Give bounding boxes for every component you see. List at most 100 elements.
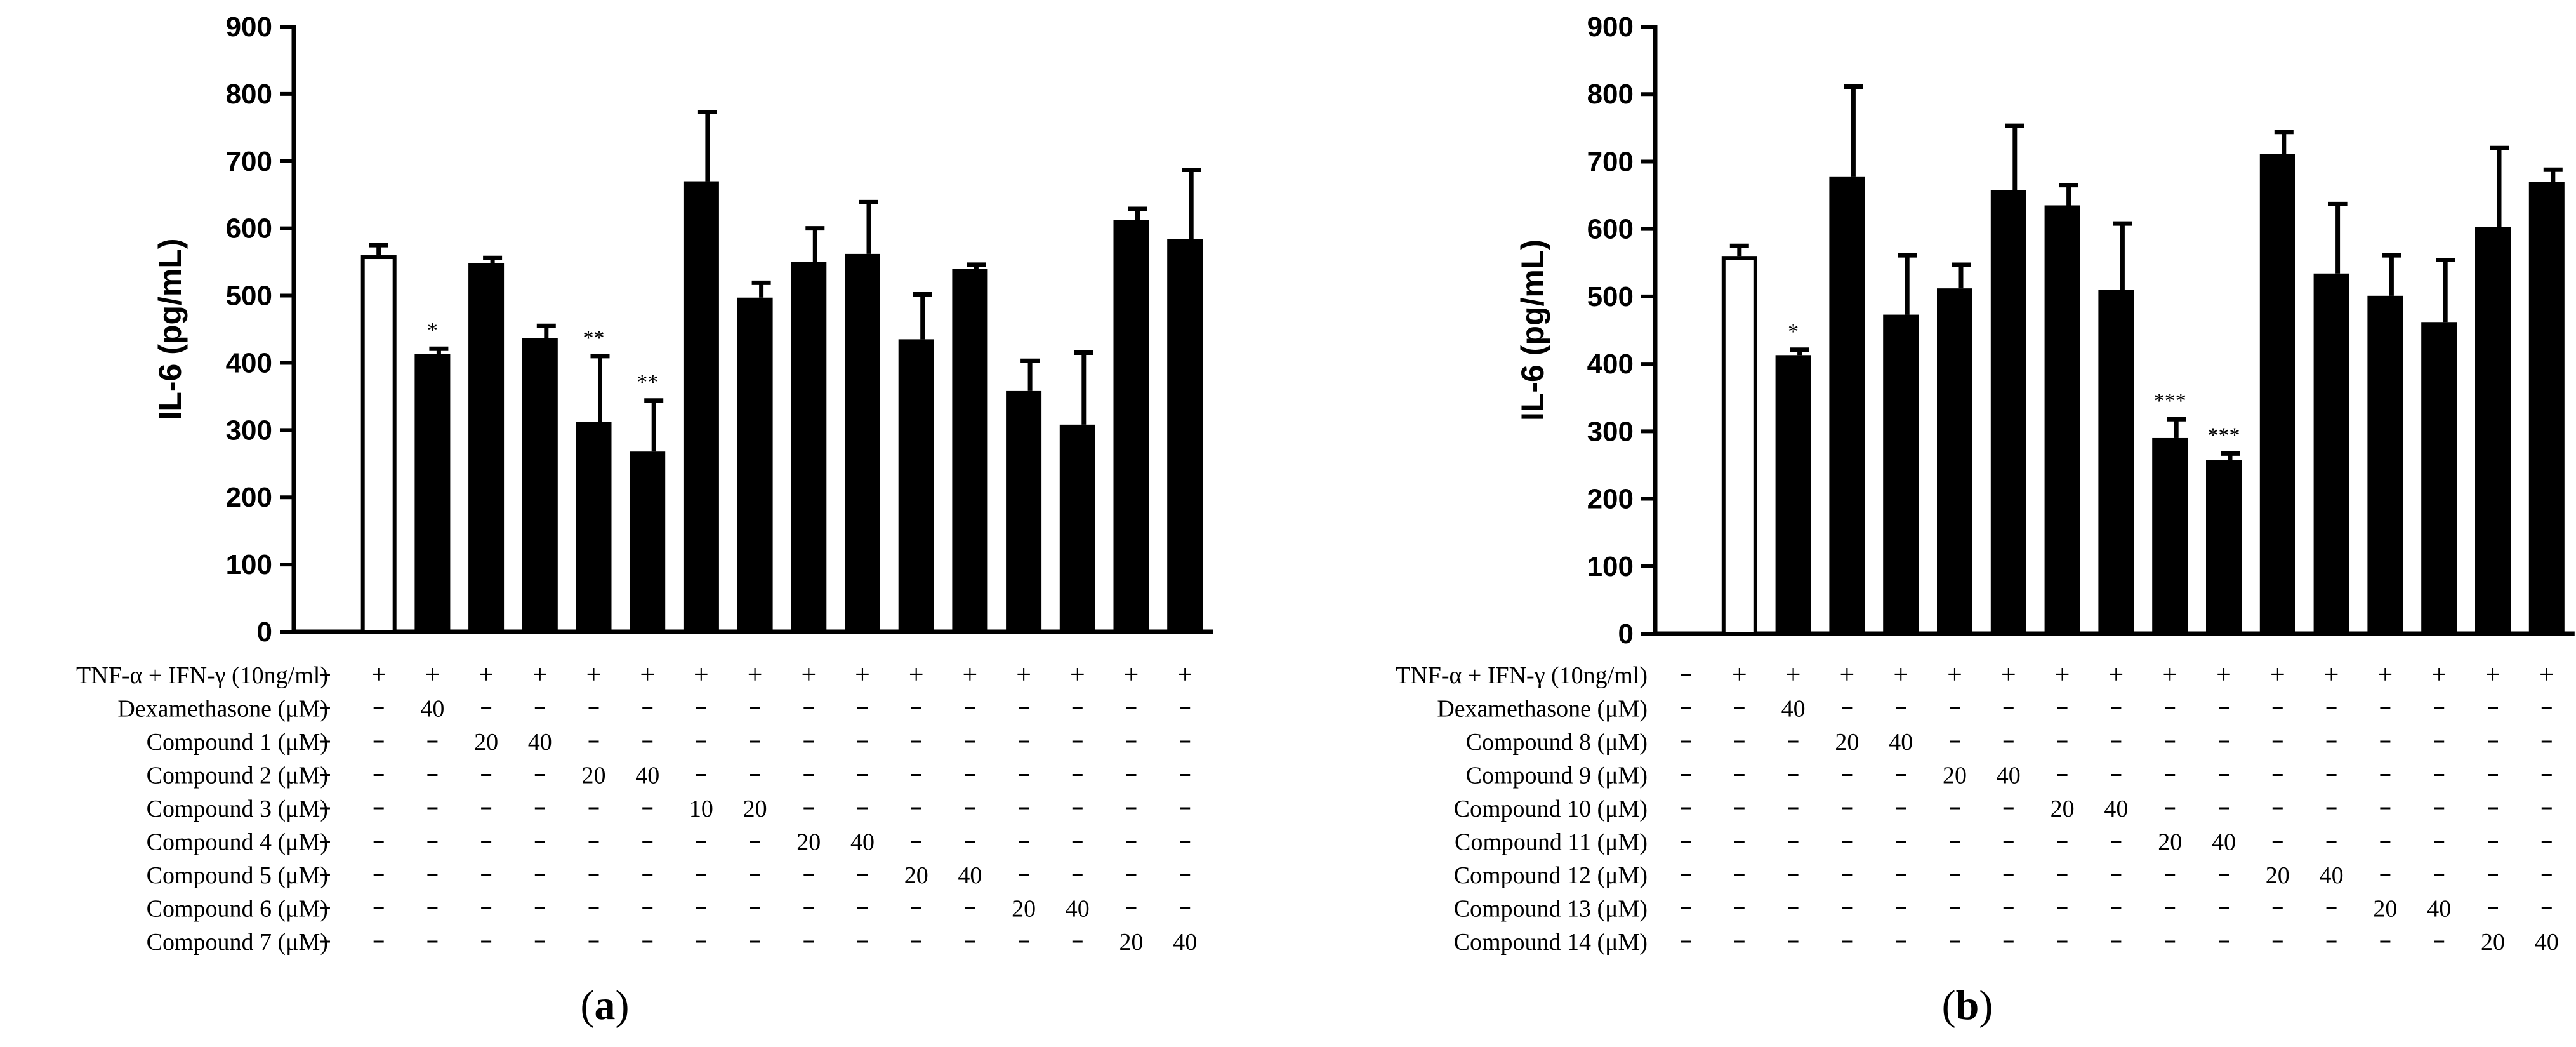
treatment-cell: + — [2539, 660, 2554, 690]
treatment-cell: + — [909, 660, 924, 690]
treatment-row-label: Compound 6 (μM) — [147, 896, 328, 923]
bar — [2206, 460, 2242, 634]
significance-marker: * — [427, 319, 438, 342]
bar — [1990, 190, 2026, 634]
y-axis-title: IL-6 (pg/mL) — [1515, 239, 1550, 421]
bar — [1668, 631, 1703, 634]
y-tick-label: 600 — [1587, 214, 1634, 245]
treatment-cell: + — [1947, 660, 1962, 690]
bar — [2313, 273, 2349, 634]
treatment-cell: 40 — [1997, 763, 2021, 789]
bar — [898, 339, 934, 632]
y-tick-label: 100 — [1587, 551, 1634, 582]
bar — [360, 255, 397, 634]
treatment-cell: + — [425, 660, 440, 690]
treatment-cell: + — [640, 660, 655, 690]
y-tick-label: 100 — [226, 549, 272, 580]
y-tick-label: 600 — [226, 213, 272, 244]
y-tick-label: 700 — [1587, 146, 1634, 177]
bar — [952, 269, 988, 632]
significance-marker: ** — [637, 371, 658, 394]
bar — [1883, 314, 1919, 634]
treatment-row-label: Compound 13 (μM) — [1454, 896, 1648, 923]
treatment-cell: + — [371, 660, 386, 690]
bar — [845, 253, 880, 632]
panel-label-letter: a — [595, 982, 616, 1029]
treatment-cell: + — [963, 660, 978, 690]
bar — [1113, 220, 1149, 632]
treatment-cell: + — [2216, 660, 2231, 690]
treatment-cell: + — [2109, 660, 2124, 690]
bar — [2367, 295, 2403, 634]
y-tick-label: 700 — [226, 146, 272, 177]
treatment-row-label: Dexamethasone (μM) — [117, 696, 328, 723]
treatment-row-label: Compound 9 (μM) — [1466, 763, 1648, 789]
y-tick-label: 400 — [1587, 349, 1634, 380]
bar — [522, 338, 558, 632]
chart-panel-b: 0 100 200 300 400 500 600 700 800 900 IL-6 (pg/mL)… — [1396, 11, 2575, 1029]
panel-label-paren: ) — [1979, 982, 1993, 1029]
treatment-row-label: Dexamethasone (μM) — [1437, 696, 1648, 723]
treatment-row-label: TNF-α + IFN-γ (10ng/ml) — [76, 662, 328, 689]
treatment-cell: 20 — [2266, 862, 2290, 889]
treatment-cell: 40 — [420, 696, 444, 723]
treatment-cell: + — [855, 660, 870, 690]
panel-label-paren: ) — [616, 982, 630, 1029]
y-tick-label: 800 — [226, 79, 272, 110]
treatment-cell: 20 — [796, 829, 821, 856]
treatment-cell: 40 — [2104, 796, 2128, 822]
treatment-cell: 20 — [474, 729, 498, 756]
panel-label: (a) — [581, 982, 630, 1029]
treatment-cell: 20 — [1943, 763, 1967, 789]
treatment-cell: + — [2378, 660, 2393, 690]
treatment-cell: + — [2431, 660, 2447, 690]
treatment-cell: 40 — [850, 829, 875, 856]
treatment-cell: + — [1016, 660, 1031, 690]
treatment-cell: + — [694, 660, 709, 690]
y-tick-label: 500 — [1587, 281, 1634, 312]
bar — [1937, 288, 1972, 634]
treatment-row-label: Compound 14 (μM) — [1454, 929, 1648, 956]
panel-label-paren: ( — [1942, 982, 1956, 1029]
treatment-cell: 40 — [1889, 729, 1913, 756]
bar — [1006, 390, 1042, 632]
bar — [1059, 424, 1095, 632]
treatment-cell: + — [1893, 660, 1908, 690]
treatment-cell: 20 — [1012, 896, 1036, 923]
treatment-cell: 40 — [2535, 929, 2559, 956]
significance-marker: *** — [2208, 423, 2240, 447]
treatment-cell: 20 — [582, 763, 606, 789]
y-tick-label: 900 — [226, 11, 272, 43]
treatment-cell: + — [1840, 660, 1855, 690]
treatment-row-label: Compound 11 (μM) — [1455, 829, 1648, 856]
y-tick-label: 300 — [226, 415, 272, 446]
bar — [2098, 290, 2134, 634]
treatment-cell: 40 — [2212, 829, 2236, 856]
significance-marker: * — [1788, 320, 1799, 343]
y-tick-label: 200 — [226, 482, 272, 513]
treatment-cell: + — [1732, 660, 1747, 690]
treatment-cell: + — [2485, 660, 2500, 690]
bar — [2528, 182, 2565, 634]
chart-panel-a: 0 100 200 300 400 500 600 700 800 900 IL-6 (pg/mL)… — [76, 11, 1213, 1029]
bar — [1775, 355, 1811, 634]
treatment-cell: 20 — [2051, 796, 2075, 822]
treatment-cell: + — [1070, 660, 1085, 690]
bar — [2421, 322, 2457, 634]
treatment-cell: + — [801, 660, 816, 690]
treatment-cell: + — [479, 660, 494, 690]
treatment-row-label: Compound 2 (μM) — [147, 763, 328, 789]
treatment-cell: + — [748, 660, 763, 690]
treatment-cell: 40 — [1173, 929, 1197, 956]
treatment-cell: + — [2001, 660, 2016, 690]
treatment-cell: 20 — [1835, 729, 1859, 756]
treatment-cell: 40 — [635, 763, 659, 789]
y-tick-label: 500 — [226, 281, 272, 312]
panel-label-letter: b — [1956, 982, 1979, 1029]
y-tick-label: 900 — [1587, 11, 1634, 43]
bar — [737, 297, 773, 632]
treatment-row-label: Compound 4 (μM) — [147, 829, 328, 856]
y-axis-title: IL-6 (pg/mL) — [152, 238, 188, 420]
